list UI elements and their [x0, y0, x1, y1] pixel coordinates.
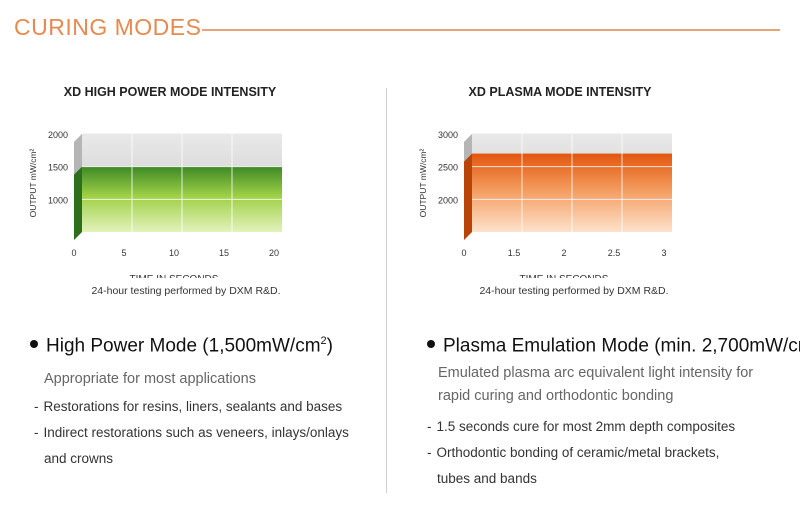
header-rule — [202, 29, 780, 31]
page-title: CURING MODES — [14, 14, 202, 40]
x-axis-label: TIME IN SECONDS — [130, 274, 219, 278]
chart-title: XD PLASMA MODE INTENSITY — [469, 85, 653, 99]
dash: - — [34, 425, 39, 440]
mode-title-close: ) — [326, 335, 333, 357]
x-tick-label: 5 — [121, 248, 126, 258]
testing-note-right: 24-hour testing performed by DXM R&D. — [479, 285, 669, 297]
chart-plasma: XD PLASMA MODE INTENSITY 3000 2500 2000 0 1.5… — [418, 85, 673, 278]
x-tick-label: 1.5 — [508, 248, 521, 258]
dash: - — [427, 445, 432, 460]
mode-title-text: Plasma Emulation Mode (min. 2,700mW/cm — [443, 335, 800, 357]
x-tick-label: 0 — [71, 248, 76, 258]
plasma-mode-title: Plasma Emulation Mode (min. 2,700mW/cm2) — [427, 335, 800, 357]
dash: - — [427, 419, 432, 434]
bullet-icon — [30, 340, 38, 349]
list-item-text: Restorations for resins, liners, sealant… — [43, 399, 343, 414]
data-bar-side — [74, 166, 82, 240]
list-item: -1.5 seconds cure for most 2mm depth com… — [427, 414, 782, 440]
x-tick-label: 2.5 — [608, 248, 621, 258]
high-power-mode-title: High Power Mode (1,500mW/cm2) — [30, 335, 333, 357]
chart-high-power: XD HIGH POWER MODE INTENSITY 2000 1500 1000… — [28, 85, 283, 278]
x-tick-label: 20 — [269, 248, 279, 258]
mode-title-text: High Power Mode (1,500mW/cm — [46, 335, 321, 357]
y-axis-label: OUTPUT mW/cm² — [418, 148, 428, 217]
testing-note-left: 24-hour testing performed by DXM R&D. — [91, 285, 281, 297]
list-item-text: Orthodontic bonding of ceramic/metal bra… — [436, 445, 720, 460]
data-bar-side — [464, 153, 472, 240]
mode-title-sup: 2 — [320, 335, 327, 347]
x-tick-label: 10 — [169, 248, 179, 258]
y-tick-label: 3000 — [438, 130, 458, 140]
high-power-subtitle: Appropriate for most applications — [44, 371, 256, 387]
y-tick-label: 2500 — [438, 163, 458, 173]
x-tick-label: 0 — [461, 248, 466, 258]
column-divider — [386, 88, 387, 493]
chart-title: XD HIGH POWER MODE INTENSITY — [64, 85, 277, 99]
list-item-continuation: and crowns — [44, 451, 114, 466]
list-item-text: 1.5 seconds cure for most 2mm depth comp… — [436, 419, 736, 434]
bullet-icon — [427, 340, 435, 349]
list-item-continuation: tubes and bands — [437, 471, 537, 486]
high-power-list: - Restorations for resins, liners, sealan… — [34, 394, 379, 472]
list-item: - Restorations for resins, liners, sealan… — [34, 394, 379, 420]
list-item: - Indirect restorations such as veneers, … — [34, 420, 379, 446]
y-tick-label: 2000 — [438, 195, 458, 205]
plasma-list: -1.5 seconds cure for most 2mm depth com… — [427, 414, 782, 492]
y-axis-label: OUTPUT mW/cm² — [28, 148, 38, 217]
list-item-text: Indirect restorations such as veneers, i… — [43, 425, 349, 440]
plasma-subtitle: Emulated plasma arc equivalent light int… — [438, 365, 754, 404]
x-tick-label: 3 — [661, 248, 666, 258]
list-item: - Orthodontic bonding of ceramic/metal br… — [427, 440, 782, 466]
x-tick-label: 15 — [219, 248, 229, 258]
dash: - — [34, 399, 39, 414]
x-tick-label: 2 — [561, 248, 566, 258]
x-axis-label: TIME IN SECONDS — [520, 274, 609, 278]
y-tick-label: 1000 — [48, 195, 68, 205]
y-tick-label: 2000 — [48, 130, 68, 140]
y-tick-label: 1500 — [48, 163, 68, 173]
